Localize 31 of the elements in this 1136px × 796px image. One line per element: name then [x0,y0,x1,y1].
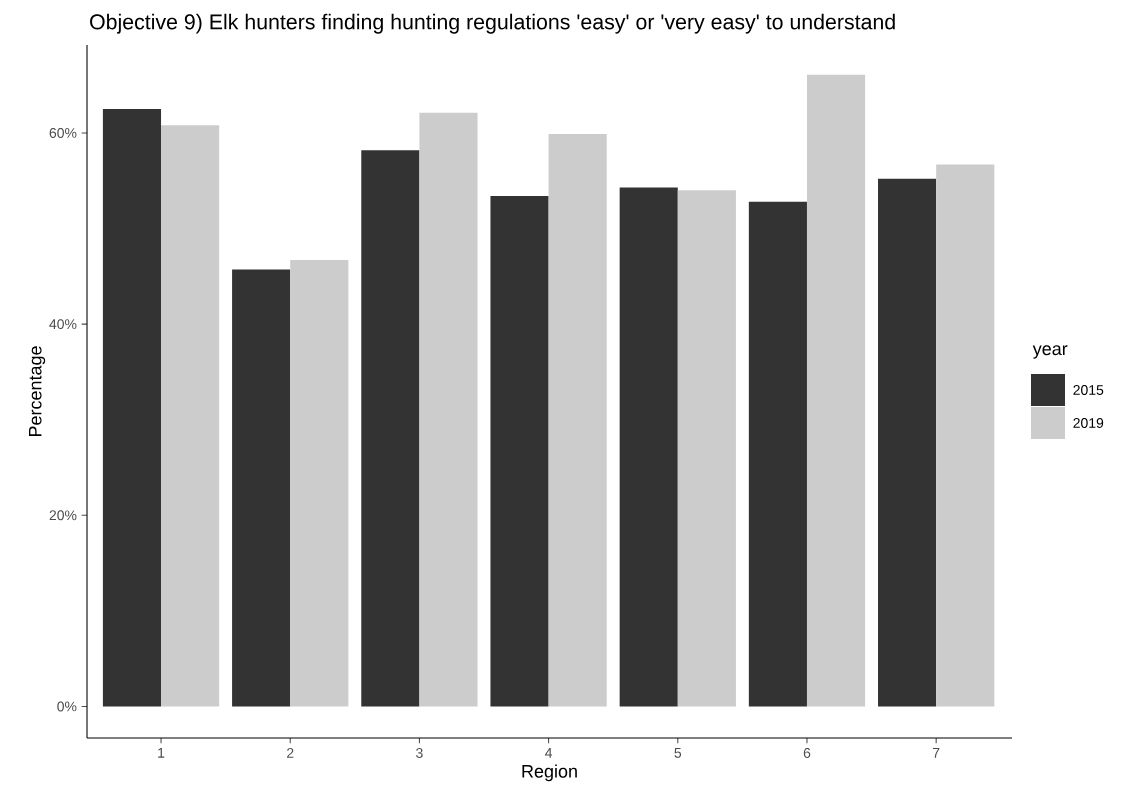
bar [419,112,478,707]
chart-title: Objective 9) Elk hunters finding hunting regulations 'easy' or 'very easy' to understand [90,13,895,34]
x-tick-label: 5 [674,748,682,758]
x-axis-title: Region [522,764,577,782]
bar [290,260,349,707]
y-tick-label: 0% [57,701,77,712]
bar [232,269,291,707]
x-tick-label: 4 [545,748,553,758]
bar [490,196,549,707]
x-tick-label: 1 [158,748,165,758]
bar [361,150,420,707]
legend-label: 2019 [1073,418,1104,428]
bar [677,190,736,707]
bar [102,109,162,707]
y-tick-label: 20% [49,510,77,521]
bar [619,187,678,707]
x-tick-label: 3 [416,748,423,758]
bar [161,125,220,707]
y-tick-label: 40% [49,319,77,330]
y-tick-label: 60% [49,127,77,138]
legend-title: year [1032,345,1068,359]
x-tick-label: 6 [803,748,811,758]
legend-label: 2015 [1073,385,1104,395]
bar [806,74,866,707]
x-tick-label: 7 [932,748,940,758]
bar [748,201,807,707]
x-tick-label: 2 [287,748,294,758]
y-axis-title: Percentage [29,346,46,437]
bar [936,164,995,707]
bar [878,178,937,707]
bar [548,133,607,707]
